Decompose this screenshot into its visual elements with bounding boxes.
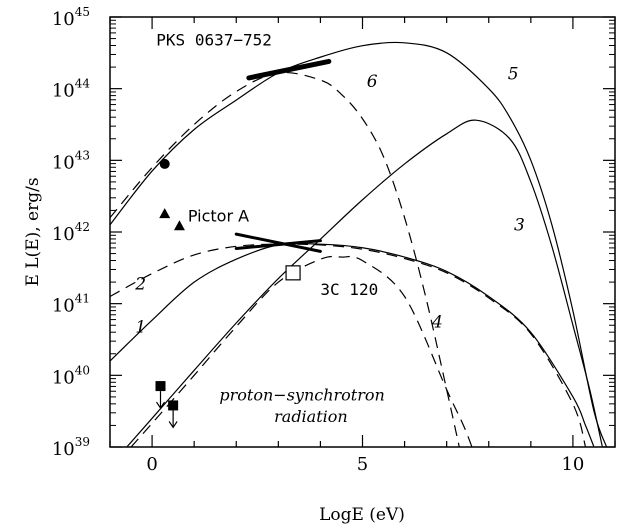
pks-label: PKS 0637−752 [156, 31, 272, 50]
upper-limit-1-arrow [156, 391, 165, 410]
y-axis-label: E L(E), erg/s [23, 177, 43, 286]
curve-label-2: 2 [134, 274, 146, 294]
curve-label-5: 5 [508, 64, 519, 84]
x-tick-label: 0 [146, 454, 157, 475]
curve-6 [110, 71, 460, 447]
plot-frame [109, 16, 616, 448]
y-tick-label: 1042 [52, 220, 90, 245]
curve-4 [130, 255, 473, 447]
x-tick-label: 5 [357, 454, 368, 475]
3c120-point [285, 265, 301, 281]
radiation-label: radiation [274, 407, 348, 426]
curves-layer [110, 41, 608, 447]
curve-5 [110, 41, 608, 447]
x-axis-label: LogE (eV) [319, 505, 405, 525]
x-tick-label: 10 [561, 454, 584, 475]
overlays-layer [155, 58, 332, 429]
y-tick-label: 1043 [52, 148, 90, 173]
curve-label-4: 4 [431, 312, 443, 332]
bowtie-segment-1 [246, 58, 332, 81]
upper-limit-2-arrow [168, 410, 178, 429]
y-tick-label: 1045 [52, 5, 90, 30]
y-tick-label: 1044 [52, 77, 91, 102]
y-tick-label: 1039 [52, 435, 90, 460]
curve-label-6: 6 [367, 72, 378, 92]
texts-layer: 0 5 10 1039 1040 1041 1042 1043 1044 1045 1 2 3 4 5 6 PK… [52, 5, 585, 475]
bowtie-segment-3 [234, 239, 322, 250]
bowtie-segment-2 [234, 232, 322, 253]
y-tick-label: 1040 [52, 363, 90, 388]
upper-limit-1 [155, 381, 166, 392]
proton-label: proton−synchrotron [219, 385, 384, 404]
pictor-a-label: Pictor A [188, 206, 249, 225]
curve-2 [110, 243, 587, 447]
pictor-a-point-2 [173, 220, 185, 231]
ticks-layer [109, 16, 616, 448]
PKS-point [159, 158, 170, 169]
3c120-label: 3C 120 [320, 280, 378, 299]
curve-3 [126, 119, 603, 447]
pictor-a-point-1 [159, 208, 171, 219]
y-tick-label: 1041 [52, 292, 90, 317]
curve-label-3: 3 [514, 216, 525, 236]
curve-label-1: 1 [135, 317, 146, 337]
upper-limit-2 [168, 400, 179, 411]
curve-1 [110, 242, 595, 447]
